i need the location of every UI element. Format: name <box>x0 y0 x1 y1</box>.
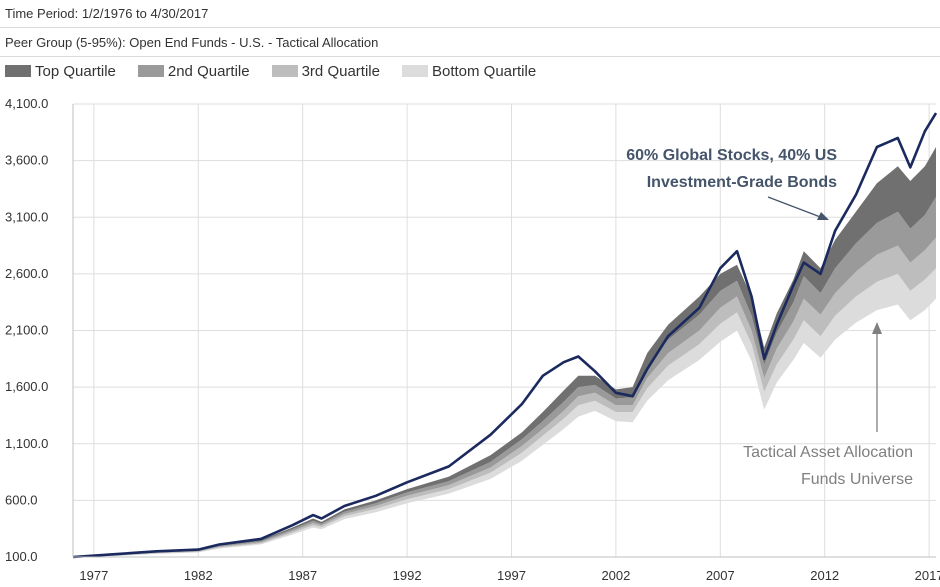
band-bottom-quartile <box>73 268 936 557</box>
universe-annotation-line2: Funds Universe <box>801 471 913 488</box>
peer-group-label: Peer Group (5-95%): Open End Funds - U.S… <box>5 35 379 50</box>
y-tick-label: 2,600.0 <box>5 266 48 281</box>
legend-label-3rd-quartile: 3rd Quartile <box>301 62 380 80</box>
y-tick-label: 1,600.0 <box>5 379 48 394</box>
series-line-portfolio <box>72 112 938 559</box>
time-period-label: Time Period: 1/2/1976 to 4/30/2017 <box>5 6 209 21</box>
legend-item-3rd-quartile[interactable]: 3rd Quartile <box>271 62 380 80</box>
band-2nd-quartile <box>73 196 936 557</box>
peer-group-row: Peer Group (5-95%): Open End Funds - U.S… <box>0 29 940 57</box>
x-tick-label: 2002 <box>601 568 630 583</box>
x-tick-label: 2012 <box>810 568 839 583</box>
y-tick-label: 3,100.0 <box>5 209 48 224</box>
axis-layer: 100.0 600.0 1,100.0 1,600.0 2,100.0 2,600.0 3,… <box>5 96 940 583</box>
x-tick-label: 2017 <box>915 568 940 583</box>
legend-swatch-3rd-quartile <box>271 65 298 77</box>
chart-legend: Top Quartile 2nd Quartile 3rd Quartile B… <box>5 60 558 82</box>
portfolio-annotation-line1: 60% Global Stocks, 40% US <box>626 147 837 164</box>
y-tick-label: 100.0 <box>5 549 38 564</box>
y-tick-label: 3,600.0 <box>5 153 48 168</box>
universe-annotation-line1: Tactical Asset Allocation <box>743 444 913 461</box>
legend-item-top-quartile[interactable]: Top Quartile <box>5 63 116 80</box>
y-tick-label: 600.0 <box>5 492 38 507</box>
portfolio-annotation-line2: Investment-Grade Bonds <box>647 174 837 191</box>
annotation-layer: 60% Global Stocks, 40% US Investment-Gra… <box>626 147 913 488</box>
legend-label-top-quartile: Top Quartile <box>35 62 116 80</box>
portfolio-annotation-arrow <box>767 196 824 219</box>
portfolio-arrowhead-icon <box>817 212 829 220</box>
legend-swatch-top-quartile <box>5 65 31 77</box>
x-tick-label: 1992 <box>393 568 422 583</box>
series-layer <box>72 112 938 559</box>
legend-item-bottom-quartile[interactable]: Bottom Quartile <box>401 62 537 80</box>
x-tick-label: 1977 <box>79 568 108 583</box>
x-tick-label: 2007 <box>706 568 735 583</box>
y-tick-label: 2,100.0 <box>5 323 48 338</box>
x-tick-label: 1997 <box>497 568 526 583</box>
quartile-bands <box>73 147 936 557</box>
legend-swatch-bottom-quartile <box>401 65 428 77</box>
universe-arrowhead-icon <box>872 322 882 334</box>
legend-item-2nd-quartile[interactable]: 2nd Quartile <box>137 62 250 80</box>
x-tick-label: 1987 <box>288 568 317 583</box>
legend-swatch-2nd-quartile <box>137 65 164 77</box>
legend-label-bottom-quartile: Bottom Quartile <box>431 62 537 80</box>
y-tick-label: 1,100.0 <box>5 436 48 451</box>
band-3rd-quartile <box>73 237 936 557</box>
time-period-row: Time Period: 1/2/1976 to 4/30/2017 <box>0 0 940 28</box>
x-tick-label: 1982 <box>184 568 213 583</box>
band-top-quartile <box>73 147 936 557</box>
legend-label-2nd-quartile: 2nd Quartile <box>167 62 250 80</box>
y-tick-label: 4,100.0 <box>5 96 48 111</box>
